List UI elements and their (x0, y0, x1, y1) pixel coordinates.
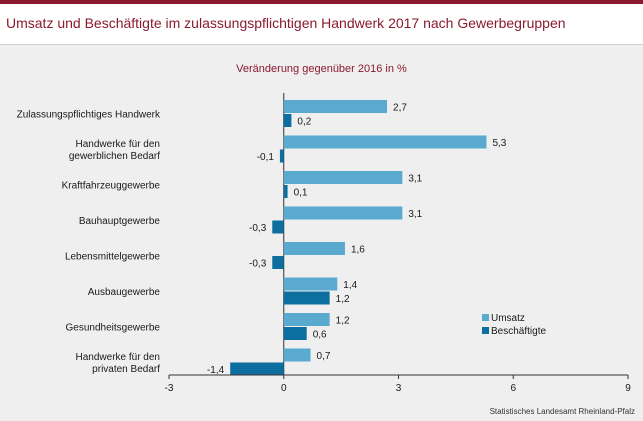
header: Umsatz und Beschäftigte im zulassungspfl… (0, 4, 643, 45)
data-label: -0,1 (257, 152, 275, 163)
data-label: 2,7 (393, 103, 407, 114)
category-label: Ausbaugewerbe (88, 287, 161, 298)
chart-subtitle: Veränderung gegenüber 2016 in % (236, 63, 407, 75)
legend-swatch-beschaeftigte (482, 327, 489, 334)
page-title: Umsatz und Beschäftigte im zulassungspfl… (6, 15, 566, 31)
category-label: Lebensmittelgewerbe (65, 252, 160, 263)
bar-umsatz (283, 348, 311, 362)
bar-beschaeftigte (283, 114, 292, 127)
category-label: Bauhauptgewerbe (79, 216, 161, 227)
data-label: -1,4 (207, 365, 225, 376)
source-note: Statistisches Landesamt Rheinland-Pfalz (489, 407, 635, 416)
bar-umsatz (283, 277, 338, 291)
data-label: 0,7 (317, 351, 331, 362)
data-label: 3,1 (408, 174, 422, 185)
x-tick-label: 9 (625, 383, 631, 394)
bar-beschaeftigte (230, 362, 284, 376)
bar-beschaeftigte (272, 256, 284, 269)
x-tick-label: 6 (510, 383, 516, 394)
bar-umsatz (283, 313, 330, 326)
data-label: 0,1 (294, 188, 308, 199)
legend-swatch-umsatz (482, 314, 489, 321)
category-label: Gesundheitsgewerbe (65, 323, 160, 334)
x-tick-label: 0 (281, 383, 287, 394)
bar-umsatz (283, 171, 403, 184)
bar-umsatz (283, 100, 388, 113)
x-tick-label: 3 (396, 383, 402, 394)
bar-umsatz (283, 242, 345, 255)
bar-beschaeftigte (283, 185, 288, 198)
bar-umsatz (283, 206, 403, 220)
data-label: 0,6 (313, 330, 327, 341)
data-label: 5,3 (492, 138, 506, 149)
data-label: 1,2 (336, 316, 350, 327)
category-label: Kraftfahrzeuggewerbe (62, 181, 161, 192)
category-label: Handwerke für den (76, 352, 161, 363)
x-tick-label: -3 (165, 383, 174, 394)
legend-label: Beschäftigte (491, 326, 546, 337)
data-label: 1,4 (343, 280, 357, 291)
data-label: -0,3 (249, 223, 267, 234)
data-label: 0,2 (297, 117, 311, 128)
top-accent-rule (0, 0, 643, 4)
bar-umsatz (283, 135, 487, 149)
bar-beschaeftigte (272, 220, 284, 234)
category-label: Handwerke für den (76, 139, 161, 150)
data-label: 1,2 (336, 294, 350, 305)
data-label: 1,6 (351, 245, 365, 256)
category-label: Zulassungspflichtiges Handwerk (17, 110, 161, 121)
bar-beschaeftigte (283, 327, 307, 340)
legend-label: Umsatz (491, 313, 525, 324)
data-label: 3,1 (408, 209, 422, 220)
data-label: -0,3 (249, 259, 267, 270)
bar-beschaeftigte (279, 149, 284, 163)
bar-beschaeftigte (283, 291, 330, 305)
category-label: privaten Bedarf (92, 364, 160, 375)
category-label: gewerblichen Bedarf (69, 151, 160, 162)
